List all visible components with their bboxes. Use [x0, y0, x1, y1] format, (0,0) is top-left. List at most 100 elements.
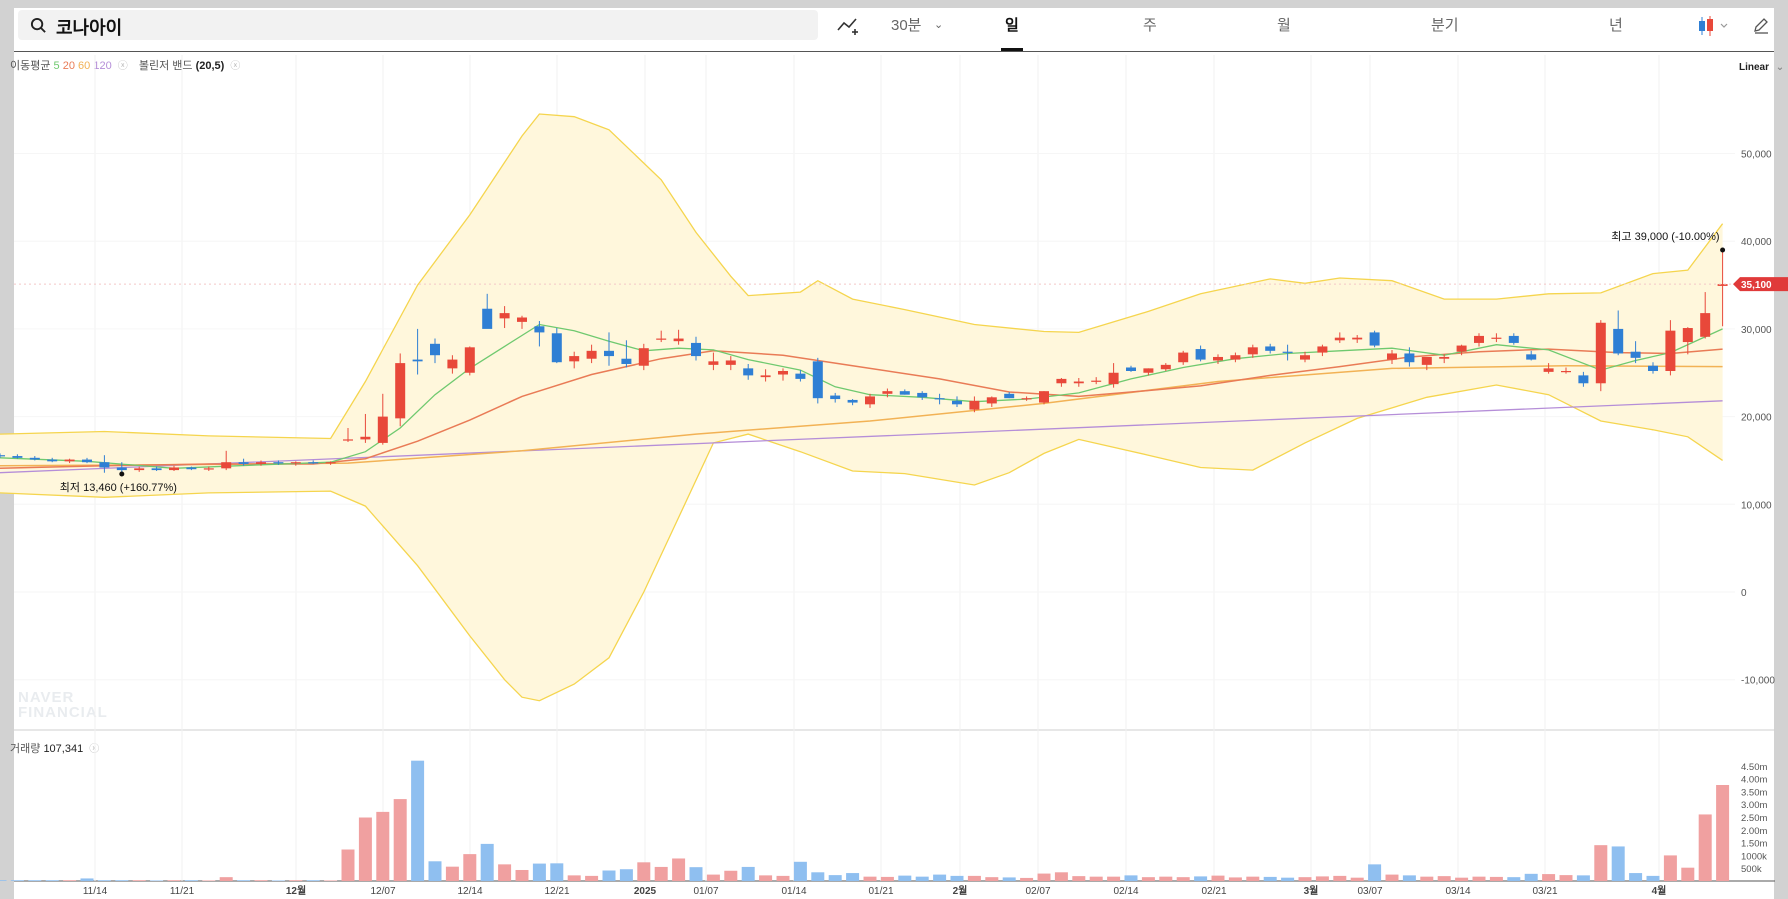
candle-body	[812, 361, 823, 399]
interval-dropdown[interactable]: 30분	[891, 17, 922, 34]
volume-bar	[1315, 876, 1329, 881]
tab-year[interactable]: 년	[1609, 17, 1623, 34]
candle-body	[1404, 353, 1415, 363]
candle-body	[1439, 356, 1450, 359]
chevron-down-icon: ⌄	[934, 19, 944, 31]
volume-bar	[1559, 875, 1573, 881]
volume-bar	[1507, 877, 1521, 881]
volume-bar	[863, 876, 877, 881]
volume-bar	[132, 880, 146, 881]
volume-bar	[1037, 873, 1051, 881]
candle-body	[169, 467, 179, 471]
volume-y-tick-label: 3.50m	[1741, 787, 1767, 798]
tab-day[interactable]: 일	[1005, 17, 1019, 34]
x-tick-label: 01/14	[781, 886, 806, 897]
pencil-icon[interactable]	[1752, 16, 1770, 34]
candle-body	[1648, 365, 1658, 371]
volume-bar	[254, 880, 268, 881]
candle-body	[1108, 372, 1119, 385]
volume-y-tick-label: 1.50m	[1741, 839, 1767, 850]
candle-body	[203, 468, 214, 470]
candle-body	[691, 342, 701, 357]
volume-bar	[776, 875, 790, 881]
volume-bar	[1385, 874, 1399, 881]
scale-mode-label: Linear	[1739, 62, 1770, 73]
drawing-tool-icon[interactable]	[836, 16, 862, 36]
y-tick-label: 30,000	[1741, 325, 1772, 336]
candle-body	[1195, 349, 1206, 360]
volume-bar	[0, 880, 7, 881]
volume-bar	[237, 880, 251, 881]
candlestick-type-icon[interactable]	[1697, 15, 1733, 37]
volume-bar	[1089, 876, 1103, 881]
candle-body	[1247, 347, 1258, 355]
volume-bar	[846, 873, 860, 881]
tab-week[interactable]: 주	[1143, 17, 1157, 34]
candle-body	[0, 455, 5, 457]
low-marker	[119, 471, 125, 477]
volume-bar	[150, 880, 164, 881]
x-tick-label: 03/07	[1357, 886, 1382, 897]
ma60-legend: 60	[78, 60, 91, 72]
candle-body	[186, 467, 197, 470]
volume-bar	[1194, 876, 1208, 881]
current-price-tag	[1733, 277, 1788, 292]
close-icon[interactable]: ⓧ	[117, 61, 128, 72]
volume-bar	[480, 843, 494, 881]
volume-bar	[1576, 875, 1590, 881]
close-icon[interactable]: ⓧ	[230, 61, 241, 72]
volume-bar	[97, 880, 111, 881]
search-input[interactable]: 코나아이	[56, 18, 123, 38]
candle-body	[1160, 364, 1171, 370]
close-icon[interactable]: ⓧ	[89, 744, 100, 755]
volume-y-tick-label: 2.50m	[1741, 813, 1767, 824]
candle-body	[1300, 355, 1310, 360]
candle-body	[1474, 335, 1484, 343]
volume-bar	[358, 817, 372, 881]
high-annotation: 최고 39,000 (-10.00%)	[1611, 230, 1719, 243]
volume-bar	[28, 880, 42, 881]
candle-body	[1282, 351, 1293, 353]
candle-body	[778, 370, 788, 375]
candle-body	[1334, 337, 1345, 341]
volume-bar	[1124, 875, 1138, 881]
volume-bar	[811, 872, 825, 881]
volume-bar	[585, 875, 599, 881]
y-tick-label: 10,000	[1741, 500, 1772, 511]
volume-bar	[1176, 877, 1190, 881]
x-tick-label: 03/21	[1532, 886, 1557, 897]
volume-y-tick-label: 3.00m	[1741, 800, 1767, 811]
candle-body	[47, 459, 58, 462]
candle-body	[395, 363, 406, 419]
watermark: NAVER FINANCIAL	[18, 690, 108, 720]
tab-quarter[interactable]: 분기	[1431, 17, 1459, 34]
candle-body	[1056, 378, 1067, 384]
candle-body	[134, 468, 145, 471]
ma-legend-label: 이동평균	[10, 60, 51, 72]
ma5-legend: 5	[53, 60, 60, 72]
volume-bar	[428, 861, 442, 881]
tab-month[interactable]: 월	[1277, 17, 1291, 34]
candle-body	[1717, 284, 1728, 286]
candle-body	[569, 356, 580, 362]
volume-bar	[167, 880, 181, 881]
y-tick-label: 20,000	[1741, 413, 1772, 424]
low-annotation: 최저 13,460 (+160.77%)	[60, 481, 177, 494]
volume-bar	[1368, 864, 1382, 881]
candle-body	[82, 459, 92, 463]
candle-body	[656, 338, 667, 340]
volume-bar	[306, 880, 320, 881]
candle-body	[551, 333, 562, 363]
scale-mode-toggle[interactable]: Linear ⌄	[1739, 62, 1784, 73]
y-tick-label: 40,000	[1741, 237, 1772, 248]
volume-bar	[115, 880, 129, 881]
candle-body	[1421, 356, 1432, 365]
stock-search-box[interactable]: 코나아이	[18, 10, 818, 40]
x-tick-label: 02/14	[1113, 886, 1138, 897]
x-tick-label: 01/07	[693, 886, 718, 897]
volume-bar	[1594, 845, 1608, 881]
volume-bar	[1646, 875, 1660, 881]
volume-bar	[1211, 875, 1225, 881]
volume-bar	[10, 880, 24, 881]
